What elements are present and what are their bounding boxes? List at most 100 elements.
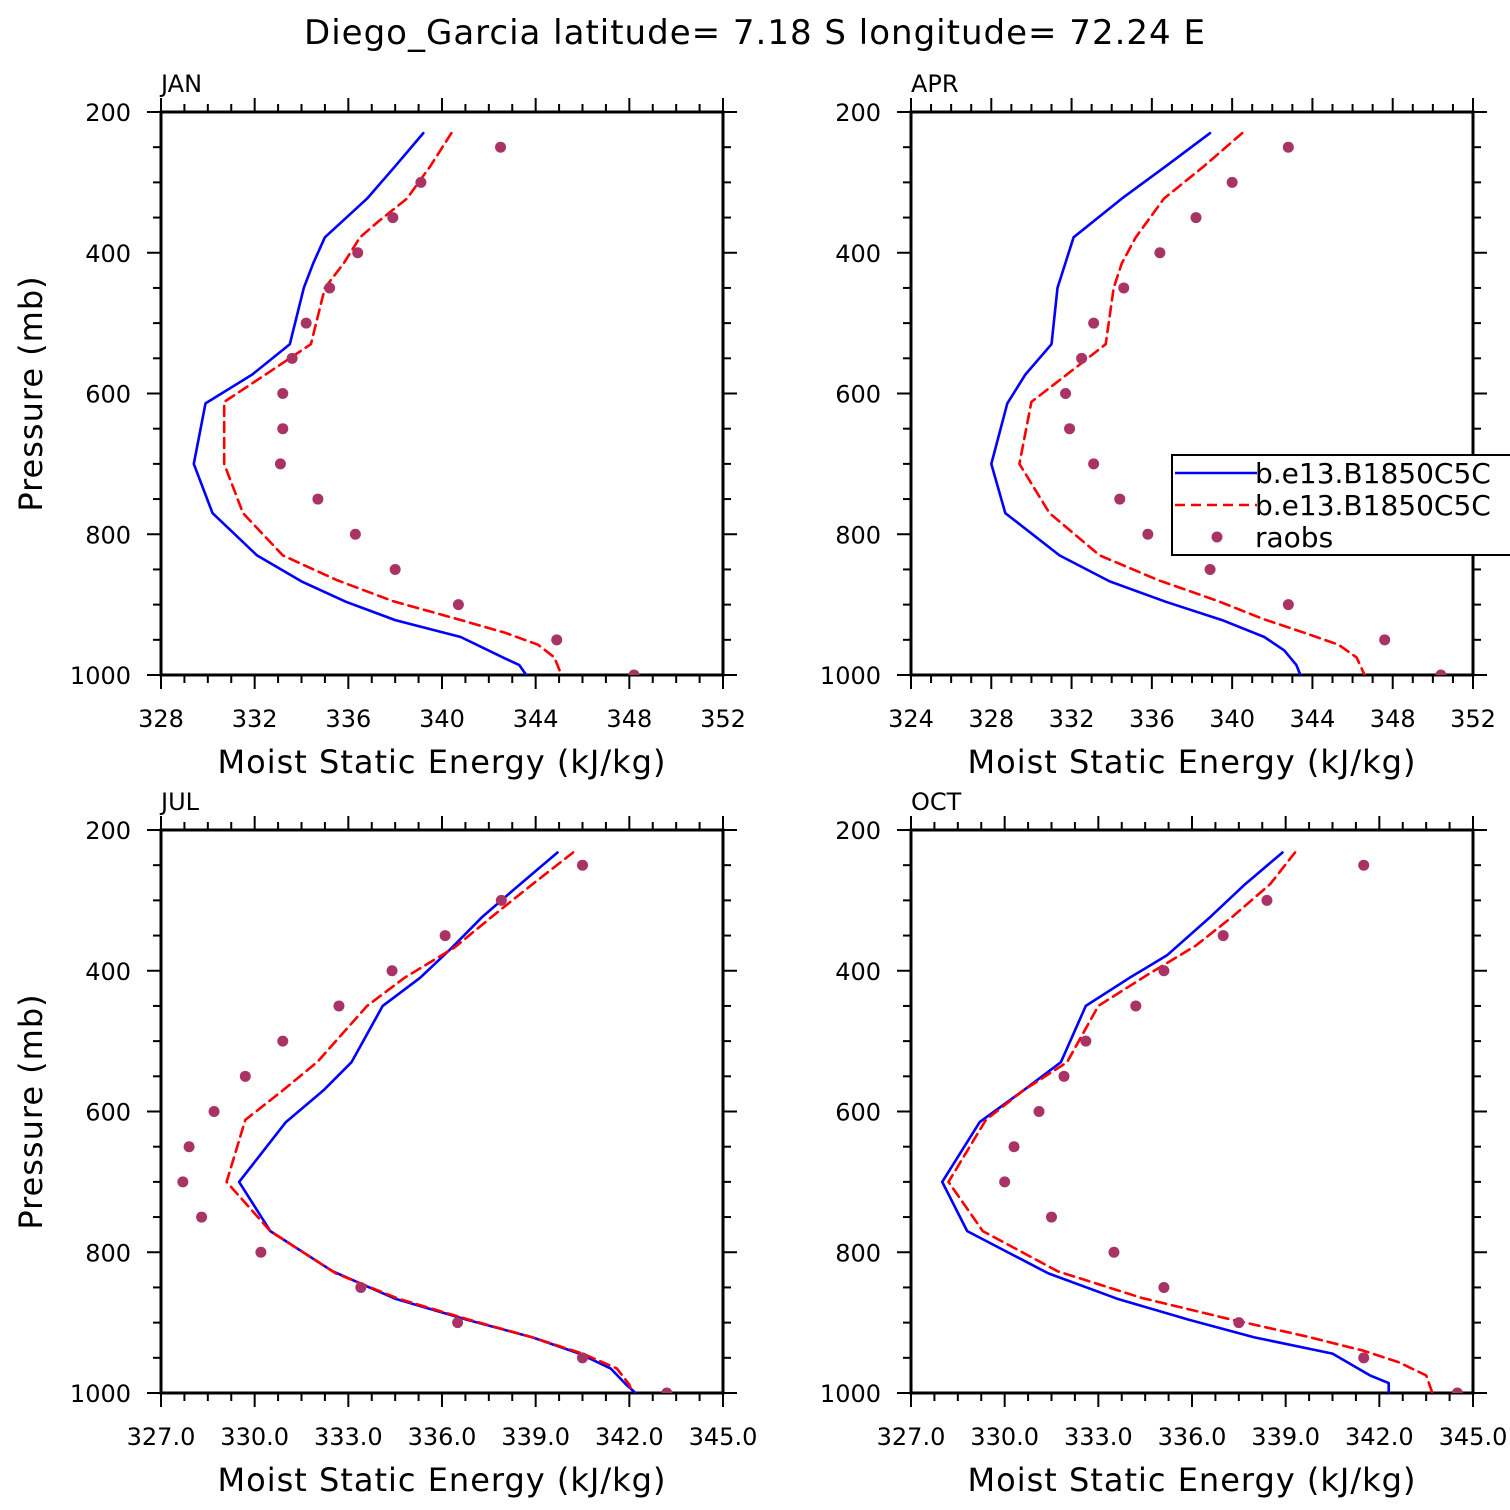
x-tick-label: 339.0 bbox=[1251, 1423, 1320, 1451]
plot-frame bbox=[159, 828, 725, 1395]
raobs-point bbox=[1358, 859, 1370, 871]
y-tick-label: 400 bbox=[835, 240, 881, 268]
x-tick-label: 324 bbox=[888, 705, 934, 733]
x-tick-label: 352 bbox=[1450, 705, 1496, 733]
y-tick-label: 400 bbox=[85, 958, 131, 986]
x-tick-label: 332 bbox=[232, 705, 278, 733]
model-line-dashed bbox=[947, 851, 1434, 1393]
y-tick-label: 200 bbox=[835, 817, 881, 845]
raobs-point bbox=[1204, 563, 1216, 575]
y-tick-label: 800 bbox=[85, 521, 131, 549]
y-tick-label: 600 bbox=[85, 1099, 131, 1127]
raobs-point bbox=[1379, 634, 1391, 646]
x-tick-label: 345.0 bbox=[689, 1423, 758, 1451]
raobs-point bbox=[661, 1387, 673, 1393]
raobs-point bbox=[255, 1246, 267, 1258]
y-tick-label: 800 bbox=[835, 1239, 881, 1267]
raobs-point bbox=[1130, 1000, 1142, 1012]
y-tick-label: 200 bbox=[85, 99, 131, 127]
model-line-solid bbox=[237, 851, 637, 1393]
model-line-solid bbox=[940, 851, 1390, 1393]
raobs-point bbox=[1058, 1070, 1070, 1082]
raobs-point bbox=[352, 247, 364, 259]
raobs-point bbox=[999, 1176, 1011, 1188]
model-line-solid bbox=[989, 131, 1302, 675]
x-tick-label: 348 bbox=[606, 705, 652, 733]
y-tick-label: 200 bbox=[835, 99, 881, 127]
x-tick-label: 333.0 bbox=[1064, 1423, 1133, 1451]
x-axis-label: Moist Static Energy (kJ/kg) bbox=[218, 743, 667, 781]
x-tick-label: 342.0 bbox=[595, 1423, 664, 1451]
raobs-point bbox=[324, 282, 336, 294]
panel-oct: 200 400 600 800 1000 327.0 330.0 333.0 336.0 339.… bbox=[820, 788, 1507, 1499]
x-tick-label: 336.0 bbox=[408, 1423, 477, 1451]
raobs-point bbox=[1033, 1106, 1045, 1117]
raobs-point bbox=[1080, 1035, 1092, 1047]
legend-label: raobs bbox=[1255, 521, 1333, 554]
y-tick-label: 800 bbox=[835, 521, 881, 549]
y-tick-label: 1000 bbox=[70, 662, 131, 690]
raobs-point bbox=[1435, 669, 1447, 675]
raobs-point bbox=[1226, 176, 1238, 188]
legend-label: b.e13.B1850C5C bbox=[1255, 489, 1491, 522]
x-tick-label: 327.0 bbox=[877, 1423, 946, 1451]
raobs-point bbox=[628, 669, 640, 675]
y-tick-label: 400 bbox=[835, 958, 881, 986]
model-line-dashed bbox=[222, 131, 563, 675]
raobs-point bbox=[495, 894, 507, 906]
y-tick-label: 1000 bbox=[820, 662, 881, 690]
x-tick-label: 339.0 bbox=[501, 1423, 570, 1451]
plot-area bbox=[192, 131, 640, 675]
y-axis-label: Pressure (mb) bbox=[12, 993, 50, 1229]
raobs-point bbox=[1108, 1246, 1120, 1258]
y-tick-label: 600 bbox=[835, 381, 881, 409]
x-tick-label: 348 bbox=[1370, 705, 1416, 733]
raobs-point bbox=[577, 859, 588, 871]
panel-label: OCT bbox=[911, 788, 962, 816]
raobs-point bbox=[349, 528, 361, 540]
raobs-point bbox=[1217, 930, 1229, 942]
raobs-point bbox=[389, 563, 401, 575]
x-axis-label: Moist Static Energy (kJ/kg) bbox=[968, 1461, 1417, 1499]
raobs-point bbox=[1451, 1387, 1463, 1393]
y-axis-label: Pressure (mb) bbox=[12, 275, 50, 511]
x-tick-label: 345.0 bbox=[1439, 1423, 1508, 1451]
raobs-point bbox=[1142, 528, 1154, 540]
x-tick-label: 344 bbox=[513, 705, 559, 733]
panel-label: APR bbox=[911, 70, 959, 98]
raobs-point bbox=[387, 212, 399, 224]
x-tick-label: 336 bbox=[1129, 705, 1175, 733]
raobs-point bbox=[312, 493, 324, 505]
x-tick-label: 340 bbox=[419, 705, 465, 733]
x-tick-label: 333.0 bbox=[314, 1423, 383, 1451]
model-line-dashed bbox=[225, 851, 634, 1393]
plot-frame bbox=[909, 110, 1475, 677]
y-tick-label: 600 bbox=[835, 1099, 881, 1127]
raobs-point bbox=[183, 1141, 195, 1153]
raobs-point bbox=[239, 1070, 251, 1082]
y-tick-label: 600 bbox=[85, 381, 131, 409]
y-tick-label: 800 bbox=[85, 1239, 131, 1267]
legend-marker bbox=[1211, 531, 1223, 543]
x-tick-label: 327.0 bbox=[127, 1423, 196, 1451]
raobs-point bbox=[277, 423, 289, 435]
raobs-point bbox=[1088, 458, 1100, 470]
x-tick-label: 336.0 bbox=[1158, 1423, 1227, 1451]
plot-area bbox=[989, 131, 1447, 675]
figure-title: Diego_Garcia latitude= 7.18 S longitude=… bbox=[304, 13, 1206, 53]
raobs-point bbox=[1158, 965, 1170, 977]
plot-frame bbox=[159, 110, 725, 677]
raobs-point bbox=[274, 458, 286, 470]
raobs-point bbox=[386, 965, 398, 977]
raobs-point bbox=[286, 352, 298, 364]
raobs-point bbox=[1046, 1211, 1057, 1223]
x-tick-label: 328 bbox=[138, 705, 184, 733]
raobs-point bbox=[300, 317, 312, 329]
x-tick-label: 340 bbox=[1209, 705, 1255, 733]
raobs-point bbox=[333, 1000, 345, 1012]
raobs-point bbox=[1088, 317, 1100, 329]
plot-area bbox=[177, 851, 673, 1393]
